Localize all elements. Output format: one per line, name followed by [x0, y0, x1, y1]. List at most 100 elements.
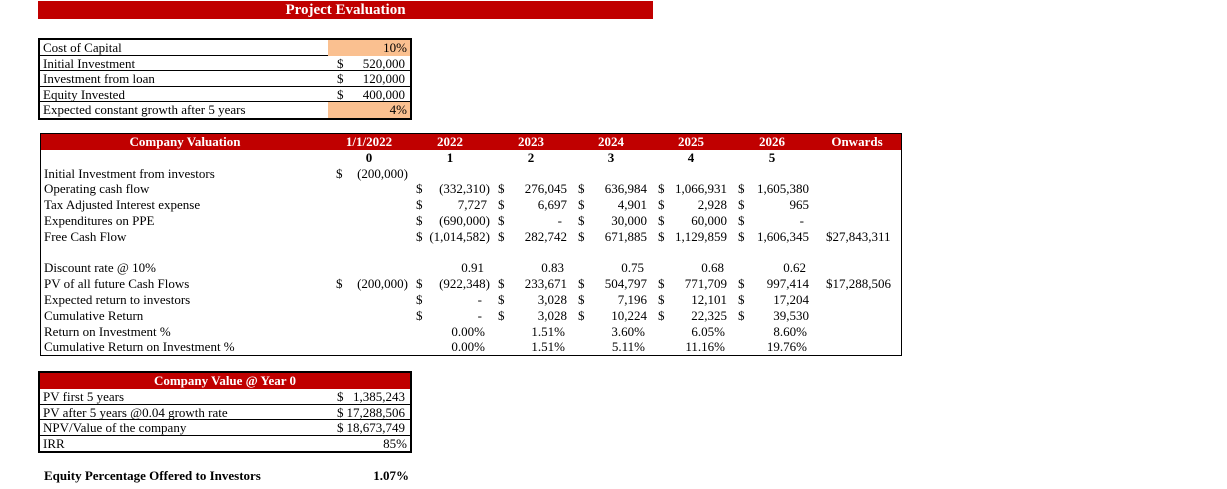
valuation-cell-r8-c0[interactable] [329, 292, 409, 308]
valuation-cell-r6-c1[interactable]: 0.91 [409, 260, 491, 276]
valuation-row-label[interactable]: Initial Investment from investors [44, 165, 215, 181]
valuation-cell-r3-c5[interactable]: $ - [731, 213, 813, 229]
valuation-cell-r7-c1[interactable]: $ (922,348) [409, 276, 491, 292]
valuation-cell-r3-c2[interactable]: $ - [491, 213, 571, 229]
valuation-cell-r10-c5[interactable]: 8.60% [731, 324, 813, 340]
valuation-cell-r11-c2[interactable]: 1.51% [491, 339, 571, 355]
valuation-cell-r10-c6[interactable] [813, 324, 901, 340]
valuation-column-header-0[interactable]: 1/1/2022 [345, 134, 393, 149]
valuation-cell-r5-c6[interactable] [813, 245, 901, 261]
company-value-value-cell[interactable]: 85% [328, 436, 410, 452]
valuation-cell-r1-c2[interactable]: $276,045 [491, 181, 571, 197]
company-value-row-label[interactable]: IRR [43, 435, 65, 451]
valuation-cell-r2-c4[interactable]: $2,928 [651, 197, 731, 213]
valuation-cell-r5-c4[interactable] [651, 245, 731, 261]
valuation-cell-r1-c1[interactable]: $ (332,310) [409, 181, 491, 197]
valuation-cell-r11-c6[interactable] [813, 339, 901, 355]
valuation-cell-r6-c2[interactable]: 0.83 [491, 260, 571, 276]
assumptions-row-label[interactable]: Cost of Capital [43, 40, 122, 55]
valuation-cell-r10-c2[interactable]: 1.51% [491, 324, 571, 340]
valuation-cell-r9-c5[interactable]: $39,530 [731, 308, 813, 324]
assumptions-row-label[interactable]: Expected constant growth after 5 years [43, 102, 246, 118]
valuation-cell-r7-c5[interactable]: $997,414 [731, 276, 813, 292]
assumptions-row-label[interactable]: Initial Investment [43, 55, 136, 71]
valuation-cell-r0-c4[interactable] [651, 166, 731, 182]
valuation-cell-r3-c6[interactable] [813, 213, 901, 229]
valuation-cell-r8-c2[interactable]: $3,028 [491, 292, 571, 308]
valuation-cell-r4-c6[interactable]: $27,843,311 [813, 229, 904, 245]
period-number[interactable]: 1 [446, 149, 454, 165]
valuation-cell-r10-c3[interactable]: 3.60% [571, 324, 651, 340]
valuation-cell-r5-c3[interactable] [571, 245, 651, 261]
valuation-column-header-2[interactable]: 2023 [518, 134, 544, 149]
assumptions-value-cell[interactable]: $520,000 [328, 56, 410, 72]
valuation-row-label[interactable]: Expected return to investors [44, 291, 191, 307]
valuation-cell-r0-c6[interactable] [813, 166, 901, 182]
valuation-cell-r9-c6[interactable] [813, 308, 901, 324]
valuation-cell-r8-c6[interactable] [813, 292, 901, 308]
company-value-value-cell[interactable]: $1,385,243 [328, 389, 410, 405]
valuation-cell-r2-c0[interactable] [329, 197, 409, 213]
valuation-cell-r11-c1[interactable]: 0.00% [409, 339, 491, 355]
valuation-cell-r5-c1[interactable] [409, 245, 491, 261]
valuation-cell-r7-c6[interactable]: $17,288,506 [813, 276, 904, 292]
valuation-cell-r11-c3[interactable]: 5.11% [571, 339, 651, 355]
valuation-cell-r10-c4[interactable]: 6.05% [651, 324, 731, 340]
valuation-cell-r4-c5[interactable]: $1,606,345 [731, 229, 813, 245]
valuation-cell-r7-c2[interactable]: $233,671 [491, 276, 571, 292]
valuation-column-header-4[interactable]: 2025 [678, 134, 704, 149]
valuation-cell-r1-c5[interactable]: $1,605,380 [731, 181, 813, 197]
assumptions-value-cell[interactable]: 10% [328, 40, 410, 56]
valuation-column-header-1[interactable]: 2022 [437, 134, 463, 149]
assumptions-value-cell[interactable]: $400,000 [328, 87, 410, 103]
valuation-cell-r2-c2[interactable]: $6,697 [491, 197, 571, 213]
valuation-row-label[interactable]: Discount rate @ 10% [44, 260, 156, 276]
valuation-cell-r1-c4[interactable]: $1,066,931 [651, 181, 731, 197]
valuation-cell-r9-c4[interactable]: $22,325 [651, 308, 731, 324]
valuation-cell-r5-c5[interactable] [731, 245, 813, 261]
period-number[interactable]: 4 [687, 149, 695, 165]
valuation-row-label[interactable]: Return on Investment % [44, 323, 171, 339]
valuation-cell-r8-c3[interactable]: $7,196 [571, 292, 651, 308]
valuation-cell-r0-c2[interactable] [491, 166, 571, 182]
valuation-cell-r2-c3[interactable]: $4,901 [571, 197, 651, 213]
period-number[interactable]: 5 [768, 149, 776, 165]
valuation-cell-r8-c1[interactable]: $ - [409, 292, 491, 308]
assumptions-value-cell[interactable]: 4% [328, 102, 410, 118]
valuation-row-label[interactable]: Tax Adjusted Interest expense [44, 197, 201, 213]
valuation-column-header-5[interactable]: 2026 [759, 134, 785, 149]
valuation-cell-r7-c0[interactable]: $ (200,000) [329, 276, 409, 292]
valuation-cell-r3-c3[interactable]: $30,000 [571, 213, 651, 229]
valuation-cell-r8-c5[interactable]: $17,204 [731, 292, 813, 308]
period-number[interactable]: 2 [527, 149, 535, 165]
valuation-cell-r5-c2[interactable] [491, 245, 571, 261]
valuation-row-label[interactable] [41, 245, 329, 261]
period-number[interactable]: 3 [607, 149, 615, 165]
valuation-cell-r6-c0[interactable] [329, 260, 409, 276]
valuation-cell-r9-c0[interactable] [329, 308, 409, 324]
valuation-cell-r8-c4[interactable]: $12,101 [651, 292, 731, 308]
equity-offer-value[interactable]: 1.07% [373, 468, 409, 483]
period-number[interactable]: 0 [365, 149, 373, 165]
assumptions-row-label[interactable]: Equity Invested [43, 86, 125, 102]
valuation-cell-r6-c5[interactable]: 0.62 [731, 260, 813, 276]
valuation-cell-r7-c3[interactable]: $504,797 [571, 276, 651, 292]
company-value-row-label[interactable]: PV first 5 years [43, 389, 125, 404]
valuation-cell-r4-c3[interactable]: $671,885 [571, 229, 651, 245]
valuation-cell-r4-c2[interactable]: $282,742 [491, 229, 571, 245]
company-value-value-cell[interactable]: $17,288,506 [328, 405, 410, 421]
valuation-cell-r1-c6[interactable] [813, 181, 901, 197]
valuation-cell-r11-c5[interactable]: 19.76% [731, 339, 813, 355]
valuation-cell-r0-c0[interactable]: $ (200,000) [329, 166, 409, 182]
valuation-row-label[interactable]: Cumulative Return on Investment % [44, 339, 235, 355]
valuation-cell-r9-c2[interactable]: $3,028 [491, 308, 571, 324]
valuation-cell-r4-c0[interactable] [329, 229, 409, 245]
valuation-cell-r1-c0[interactable] [329, 181, 409, 197]
valuation-cell-r4-c4[interactable]: $1,129,859 [651, 229, 731, 245]
valuation-row-label[interactable]: Free Cash Flow [44, 228, 127, 244]
valuation-cell-r10-c1[interactable]: 0.00% [409, 324, 491, 340]
valuation-cell-r5-c0[interactable] [329, 245, 409, 261]
valuation-cell-r6-c4[interactable]: 0.68 [651, 260, 731, 276]
valuation-cell-r6-c6[interactable] [813, 260, 901, 276]
valuation-row-label[interactable]: Operating cash flow [44, 181, 150, 197]
